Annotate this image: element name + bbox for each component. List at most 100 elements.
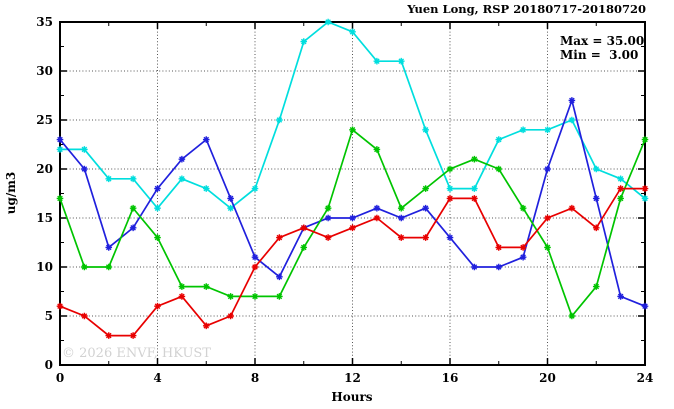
series-red-marker <box>56 302 64 310</box>
series-cyan-marker <box>300 38 308 45</box>
series-blue-marker <box>276 273 283 281</box>
series-red-marker <box>373 214 381 222</box>
series-red-marker <box>276 234 283 241</box>
x-tick-label: 4 <box>153 371 161 385</box>
series-green-marker <box>446 165 454 173</box>
series-blue-marker <box>56 136 64 143</box>
series-cyan-marker <box>105 175 113 183</box>
x-tick-label: 16 <box>442 371 459 385</box>
series-blue-marker <box>373 204 381 212</box>
series-blue-marker <box>81 165 88 173</box>
series-cyan-marker <box>202 185 210 192</box>
series-red <box>56 185 649 339</box>
series-cyan-marker <box>178 175 186 183</box>
series-blue-marker <box>519 253 527 261</box>
series-cyan-marker <box>227 204 234 212</box>
series-blue-marker <box>544 165 551 173</box>
series-green-marker <box>592 283 600 290</box>
series-red-marker <box>81 312 88 320</box>
y-tick-label: 15 <box>36 211 53 225</box>
series-red-marker <box>154 302 161 310</box>
y-axis-label: ug/m3 <box>4 172 18 215</box>
series-cyan-marker <box>154 204 161 212</box>
series-blue-marker <box>446 234 454 241</box>
series-green-marker <box>178 283 186 290</box>
y-tick-label: 30 <box>36 64 53 78</box>
series-green-marker <box>373 146 381 153</box>
series-cyan-marker <box>568 116 576 124</box>
series-blue <box>56 97 649 310</box>
plot-area: 0 4 8 12 16 20 24 0 5 10 15 20 25 30 35 <box>36 15 653 385</box>
series-green-marker <box>617 195 624 202</box>
x-tick-label: 8 <box>251 371 259 385</box>
series-blue-marker <box>495 263 503 271</box>
series-blue-marker <box>202 136 210 143</box>
series-green-marker <box>544 244 551 251</box>
series-green-marker <box>227 293 234 300</box>
series-red-marker <box>422 234 429 241</box>
series-red-marker <box>349 224 356 232</box>
series-green-marker <box>422 185 429 192</box>
y-tick-label: 0 <box>45 358 53 372</box>
legend-max-value: Max = 35.00 <box>560 34 644 48</box>
series-cyan-marker <box>641 195 649 202</box>
series-cyan-marker <box>56 146 64 153</box>
series-cyan-marker <box>592 165 600 173</box>
series-cyan-marker <box>251 185 259 192</box>
series-blue-marker <box>324 214 332 222</box>
series-blue-marker <box>397 214 405 222</box>
series-cyan-marker <box>422 126 429 134</box>
y-tick-label: 20 <box>36 162 53 176</box>
series-cyan-marker <box>324 18 332 26</box>
x-axis-label: Hours <box>331 390 372 404</box>
series-cyan <box>56 18 649 212</box>
axis-ticks <box>59 21 646 366</box>
series-red-marker <box>446 195 454 202</box>
series-red-marker <box>397 234 405 241</box>
x-tick-label: 24 <box>637 371 654 385</box>
y-tick-labels: 0 5 10 15 20 25 30 35 <box>36 15 53 372</box>
series-green-marker <box>56 195 64 202</box>
y-tick-label: 5 <box>45 309 53 323</box>
series-cyan-marker <box>446 185 454 192</box>
gridlines <box>60 22 645 365</box>
series-blue-marker <box>617 293 624 300</box>
series-cyan-marker <box>276 116 283 124</box>
series-green-marker <box>471 155 478 163</box>
x-tick-label: 20 <box>539 371 556 385</box>
series-green <box>56 126 649 320</box>
series-red-marker <box>129 332 137 339</box>
series-green-marker <box>519 204 527 212</box>
series-blue-marker <box>251 253 259 261</box>
series-red-marker <box>105 332 113 339</box>
series-cyan-marker <box>129 175 137 183</box>
series-cyan-marker <box>373 57 381 65</box>
series-green-marker <box>154 234 161 241</box>
series-red-marker <box>300 224 308 232</box>
series-green-marker <box>105 263 113 271</box>
series-red-marker <box>471 195 478 202</box>
series-blue-marker <box>105 244 113 251</box>
series-blue-marker <box>592 195 600 202</box>
series-cyan-marker <box>471 185 478 192</box>
legend-min-value: Min = 3.00 <box>560 48 638 62</box>
series-green-marker <box>202 283 210 290</box>
series-red-marker <box>617 185 624 192</box>
series-green-marker <box>251 293 259 300</box>
series-cyan-marker <box>544 126 551 134</box>
series-cyan-marker <box>495 136 503 143</box>
y-tick-label: 10 <box>36 260 53 274</box>
chart-title: Yuen Long, RSP 20180717-20180720 <box>406 2 646 16</box>
series-green-marker <box>641 136 649 143</box>
series-green-marker <box>300 244 308 251</box>
series-cyan-marker <box>349 28 356 36</box>
x-tick-labels: 0 4 8 12 16 20 24 <box>56 371 654 385</box>
series-green-marker <box>568 312 576 320</box>
series-red-marker <box>519 244 527 251</box>
series-red-marker <box>592 224 600 232</box>
series-green-marker <box>397 204 405 212</box>
series-blue-marker <box>227 195 234 202</box>
series-red-marker <box>227 312 234 320</box>
y-tick-label: 35 <box>36 15 53 29</box>
